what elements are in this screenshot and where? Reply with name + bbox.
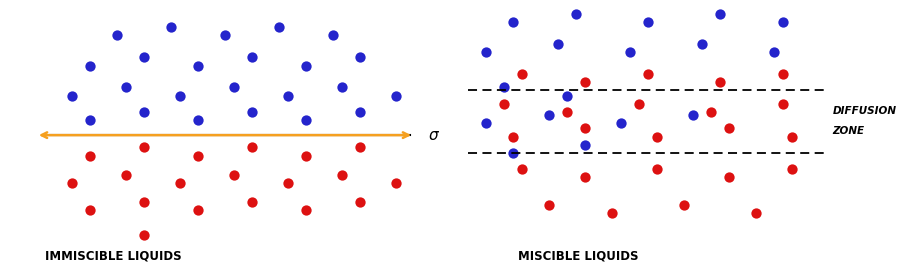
Point bbox=[119, 173, 133, 177]
Point bbox=[722, 175, 736, 180]
Point bbox=[515, 72, 529, 76]
Point bbox=[497, 102, 511, 106]
Point bbox=[164, 25, 178, 29]
Point bbox=[785, 134, 799, 139]
Point bbox=[785, 167, 799, 171]
Point bbox=[389, 93, 403, 98]
Point bbox=[506, 151, 520, 155]
Point bbox=[218, 33, 232, 38]
Point bbox=[326, 33, 340, 38]
Point bbox=[569, 11, 583, 16]
Point bbox=[299, 208, 313, 212]
Point bbox=[245, 110, 259, 114]
Point bbox=[65, 93, 79, 98]
Point bbox=[299, 63, 313, 68]
Point bbox=[506, 20, 520, 24]
Point bbox=[578, 80, 592, 84]
Point bbox=[335, 173, 349, 177]
Point bbox=[776, 72, 790, 76]
Point bbox=[614, 121, 628, 125]
Point bbox=[704, 110, 718, 114]
Point bbox=[479, 121, 493, 125]
Point bbox=[245, 200, 259, 204]
Point bbox=[497, 85, 511, 90]
Point bbox=[542, 112, 556, 117]
Point bbox=[605, 211, 619, 215]
Point bbox=[245, 55, 259, 60]
Point bbox=[119, 85, 133, 90]
Text: MISCIBLE LIQUIDS: MISCIBLE LIQUIDS bbox=[518, 249, 638, 262]
Point bbox=[578, 126, 592, 130]
Point bbox=[542, 203, 556, 207]
Point bbox=[677, 203, 691, 207]
Point bbox=[623, 50, 637, 54]
Point bbox=[191, 118, 205, 122]
Point bbox=[272, 25, 286, 29]
Point bbox=[173, 181, 187, 185]
Point bbox=[641, 20, 655, 24]
Point bbox=[191, 63, 205, 68]
Text: DIFFUSION: DIFFUSION bbox=[832, 106, 896, 115]
Point bbox=[353, 110, 367, 114]
Point bbox=[560, 110, 574, 114]
Point bbox=[749, 211, 763, 215]
Point bbox=[137, 200, 151, 204]
Point bbox=[650, 134, 664, 139]
Point bbox=[515, 167, 529, 171]
Point bbox=[767, 50, 781, 54]
Point bbox=[137, 233, 151, 237]
Point bbox=[110, 33, 124, 38]
Point bbox=[137, 110, 151, 114]
Point bbox=[713, 80, 727, 84]
Point bbox=[353, 55, 367, 60]
Point bbox=[695, 41, 709, 46]
Point bbox=[722, 126, 736, 130]
Point bbox=[641, 72, 655, 76]
Point bbox=[560, 93, 574, 98]
Point bbox=[83, 208, 97, 212]
Point bbox=[245, 145, 259, 150]
Point bbox=[137, 145, 151, 150]
Point bbox=[650, 167, 664, 171]
Text: $\sigma$: $\sigma$ bbox=[428, 128, 439, 143]
Point bbox=[65, 181, 79, 185]
Point bbox=[578, 143, 592, 147]
Point bbox=[776, 102, 790, 106]
Point bbox=[578, 175, 592, 180]
Point bbox=[191, 208, 205, 212]
Point bbox=[299, 118, 313, 122]
Point bbox=[83, 118, 97, 122]
Point bbox=[281, 181, 295, 185]
Point bbox=[506, 134, 520, 139]
Point bbox=[281, 93, 295, 98]
Point bbox=[776, 20, 790, 24]
Point bbox=[83, 153, 97, 158]
Point bbox=[389, 181, 403, 185]
Point bbox=[335, 85, 349, 90]
Point bbox=[479, 50, 493, 54]
Point bbox=[83, 63, 97, 68]
Point bbox=[227, 173, 241, 177]
Point bbox=[713, 11, 727, 16]
Point bbox=[173, 93, 187, 98]
Text: ZONE: ZONE bbox=[832, 126, 865, 136]
Point bbox=[353, 145, 367, 150]
Point bbox=[632, 102, 646, 106]
Point bbox=[191, 153, 205, 158]
Point bbox=[227, 85, 241, 90]
Point bbox=[299, 153, 313, 158]
Point bbox=[551, 41, 565, 46]
Text: IMMISCIBLE LIQUIDS: IMMISCIBLE LIQUIDS bbox=[45, 249, 182, 262]
Point bbox=[353, 200, 367, 204]
Point bbox=[686, 112, 700, 117]
Point bbox=[137, 55, 151, 60]
